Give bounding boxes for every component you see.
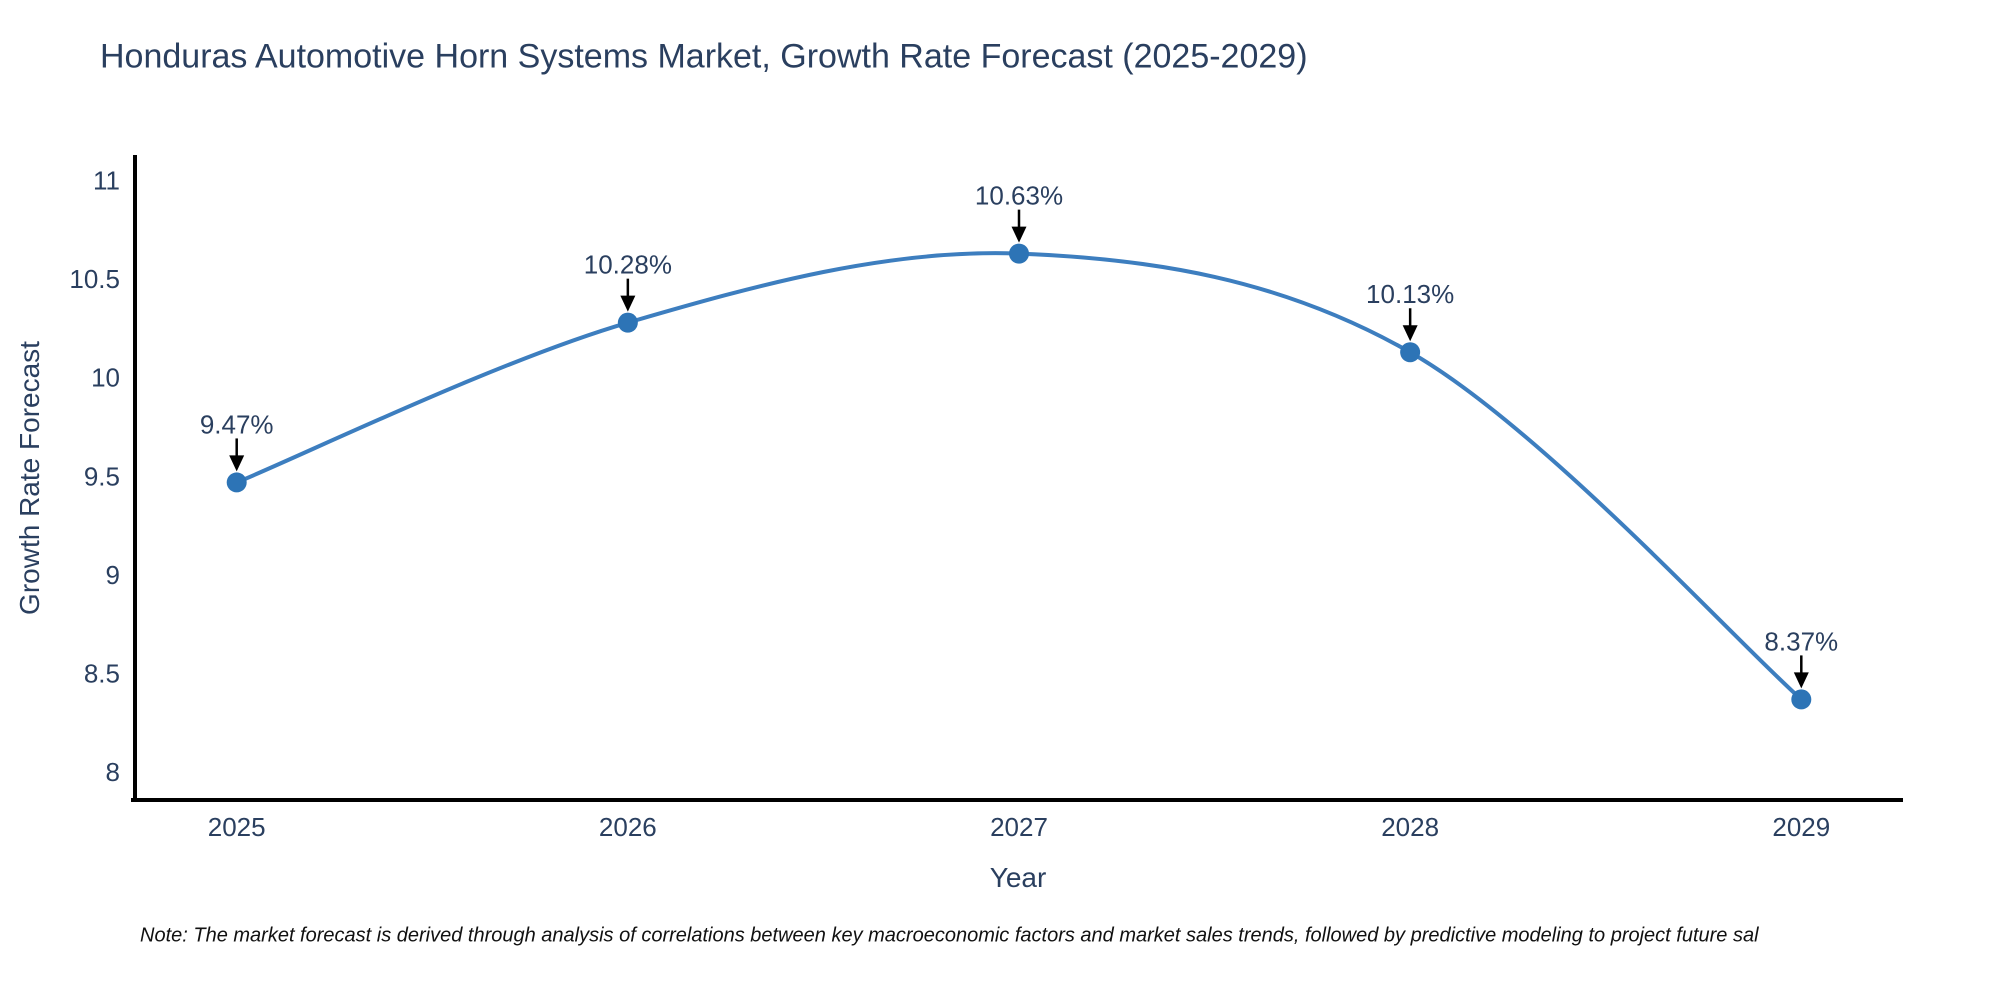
y-tick-label: 11: [93, 165, 120, 195]
annotation-label: 10.28%: [584, 250, 672, 280]
annotation-label: 10.13%: [1366, 279, 1454, 309]
y-tick-label: 10.5: [69, 264, 120, 294]
data-point-marker: [1791, 689, 1812, 710]
y-tick-label: 9.5: [84, 461, 120, 491]
annotation-arrowhead: [1011, 226, 1027, 243]
data-point-marker: [1400, 342, 1421, 363]
annotation-arrowhead: [1402, 325, 1418, 342]
annotation-arrowhead: [229, 455, 245, 472]
annotation-arrowhead: [620, 295, 636, 312]
x-tick-label: 2027: [990, 812, 1048, 842]
annotation-label: 10.63%: [975, 181, 1063, 211]
data-point-marker: [226, 472, 247, 493]
annotation-label: 8.37%: [1764, 626, 1838, 656]
data-point-marker: [1009, 243, 1029, 264]
y-tick-label: 8: [106, 757, 120, 787]
data-point-marker: [617, 312, 638, 333]
chart-title: Honduras Automotive Horn Systems Market,…: [100, 37, 1308, 76]
y-tick-label: 8.5: [84, 659, 120, 689]
y-tick-label: 10: [91, 363, 120, 393]
annotation-arrowhead: [1793, 672, 1809, 689]
x-tick-label: 2029: [1772, 812, 1830, 842]
x-tick-label: 2026: [599, 812, 657, 842]
x-axis-title: Year: [989, 862, 1047, 893]
footnote: Note: The market forecast is derived thr…: [140, 924, 1759, 947]
x-tick-label: 2025: [208, 812, 266, 842]
y-tick-label: 9: [106, 560, 120, 590]
series-line: [234, 251, 1804, 702]
x-tick-label: 2028: [1381, 812, 1439, 842]
annotation-label: 9.47%: [200, 409, 274, 439]
y-axis-title: Growth Rate Forecast: [14, 341, 45, 615]
